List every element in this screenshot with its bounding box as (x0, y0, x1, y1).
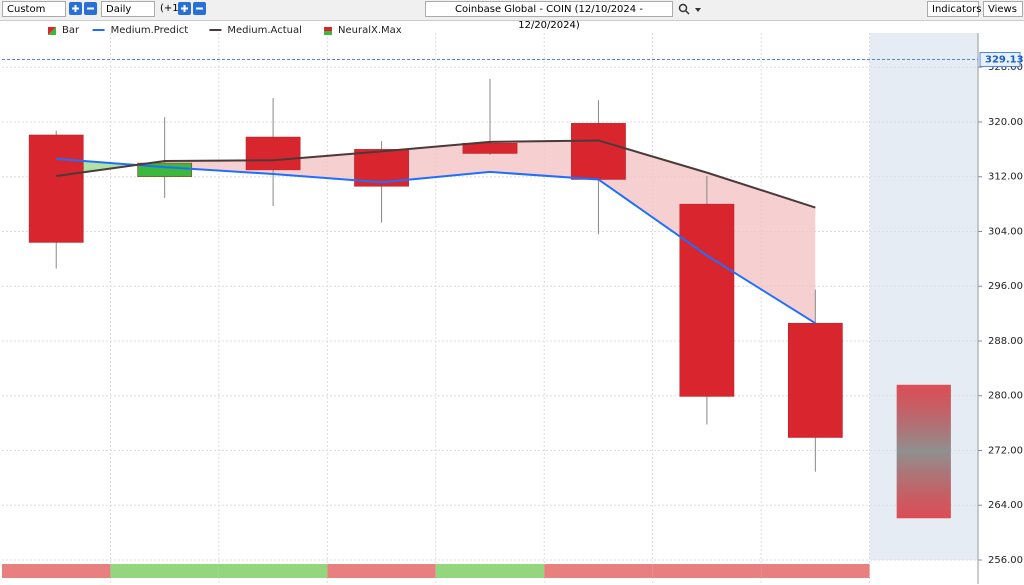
signal-strip (544, 564, 653, 578)
y-tick-label: 288.00 (988, 336, 1023, 347)
indicators-text: Indicators (932, 4, 982, 15)
candle-body (679, 203, 735, 397)
offset-minus[interactable] (193, 2, 206, 15)
views-text: Views (988, 4, 1017, 15)
forecast-box (896, 384, 951, 519)
legend-label: Bar (62, 25, 80, 36)
indicators-button[interactable]: Indicators (927, 1, 982, 17)
interval-select[interactable]: Daily (101, 1, 155, 17)
legend-label: NeuralX.Max (338, 25, 402, 36)
y-tick-label: 256.00 (988, 555, 1023, 566)
offset-plus[interactable] (178, 2, 191, 15)
y-tick-label: 272.00 (988, 445, 1023, 456)
candle-body (571, 123, 626, 180)
symbol-box[interactable]: Coinbase Global - COIN (12/10/2024 - 12/… (425, 1, 673, 31)
signal-strip (652, 564, 762, 578)
interval-text: Daily (106, 4, 132, 15)
legend-label: Medium.Actual (227, 25, 302, 36)
offset-text: (+1) (160, 3, 183, 14)
y-tick-label: 296.00 (988, 281, 1023, 292)
range-text: Custom (7, 4, 46, 15)
y-tick-label: 280.00 (988, 391, 1023, 402)
candle-body (28, 134, 84, 243)
zoom-out[interactable] (84, 2, 97, 15)
series-line (56, 157, 816, 325)
views-button[interactable]: Views (983, 1, 1023, 17)
legend-icon (324, 31, 332, 35)
search-icon[interactable] (678, 3, 704, 17)
y-tick-label: 312.00 (988, 172, 1023, 183)
symbol-text: Coinbase Global - COIN (12/10/2024 - 12/… (455, 4, 643, 31)
signal-strip (327, 564, 436, 578)
chart: 256.00 264.00 272.00 280.00 288.00 296.00 304.… (2, 25, 1024, 584)
y-tick-label: 320.00 (988, 117, 1023, 128)
price-tag (979, 51, 1021, 67)
price-label: 329.13 (985, 54, 1024, 65)
candle-body (462, 142, 518, 154)
signal-strip (110, 564, 219, 578)
legend-label: Medium.Predict (111, 25, 189, 36)
zoom-in[interactable] (69, 2, 82, 15)
toolbar: Custom Daily (+1) Coinbase Global - COIN… (0, 0, 1024, 31)
legend-icon (48, 27, 56, 35)
y-tick-label: 304.00 (988, 226, 1023, 237)
signal-strip (2, 564, 111, 578)
signal-strip (435, 564, 545, 578)
signal-strip (218, 564, 328, 578)
legend-icon (324, 27, 332, 31)
range-select[interactable]: Custom (2, 1, 66, 17)
candle-body (787, 322, 843, 438)
y-tick-label: 264.00 (988, 500, 1023, 511)
y-tick-label: 328.00 (988, 62, 1023, 73)
candle-body (245, 136, 301, 171)
signal-strip (761, 564, 870, 578)
series-line (56, 139, 816, 209)
